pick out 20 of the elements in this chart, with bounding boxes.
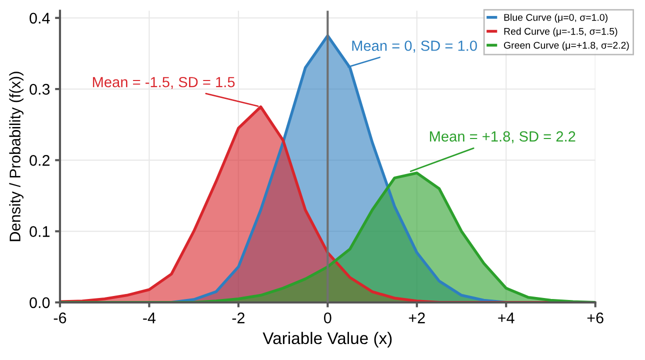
y-tick-label: 0.1 bbox=[30, 226, 50, 237]
y-axis-title: Density / Probability (f(x)) bbox=[9, 72, 24, 242]
x-axis-title: Variable Value (x) bbox=[262, 332, 392, 348]
y-tick-label: 0.4 bbox=[30, 12, 50, 24]
x-tick-label: +4 bbox=[498, 312, 514, 324]
annotation: Mean = -1.5, SD = 1.5 bbox=[92, 76, 235, 89]
x-tick-label: -6 bbox=[54, 312, 66, 324]
y-tick-label: 0.3 bbox=[30, 84, 50, 95]
legend-label: Red Curve (μ=-1.5, σ=1.5) bbox=[504, 28, 618, 37]
annotation: Mean = +1.8, SD = 2.2 bbox=[430, 131, 576, 144]
x-tick-label: +6 bbox=[587, 312, 604, 324]
x-tick-label: -4 bbox=[143, 312, 156, 324]
annotation: Mean = 0, SD = 1.0 bbox=[352, 40, 477, 53]
x-tick-label: +2 bbox=[408, 312, 425, 324]
legend-label: Blue Curve (μ=0, σ=1.0) bbox=[504, 14, 608, 23]
x-tick-label: -2 bbox=[232, 312, 244, 324]
y-tick-label: 0.2 bbox=[30, 155, 50, 166]
x-tick-label: 0 bbox=[324, 312, 332, 324]
y-tick-label: 0.0 bbox=[30, 297, 50, 308]
legend-label: Green Curve (μ=+1.8, σ=2.2) bbox=[504, 42, 629, 51]
